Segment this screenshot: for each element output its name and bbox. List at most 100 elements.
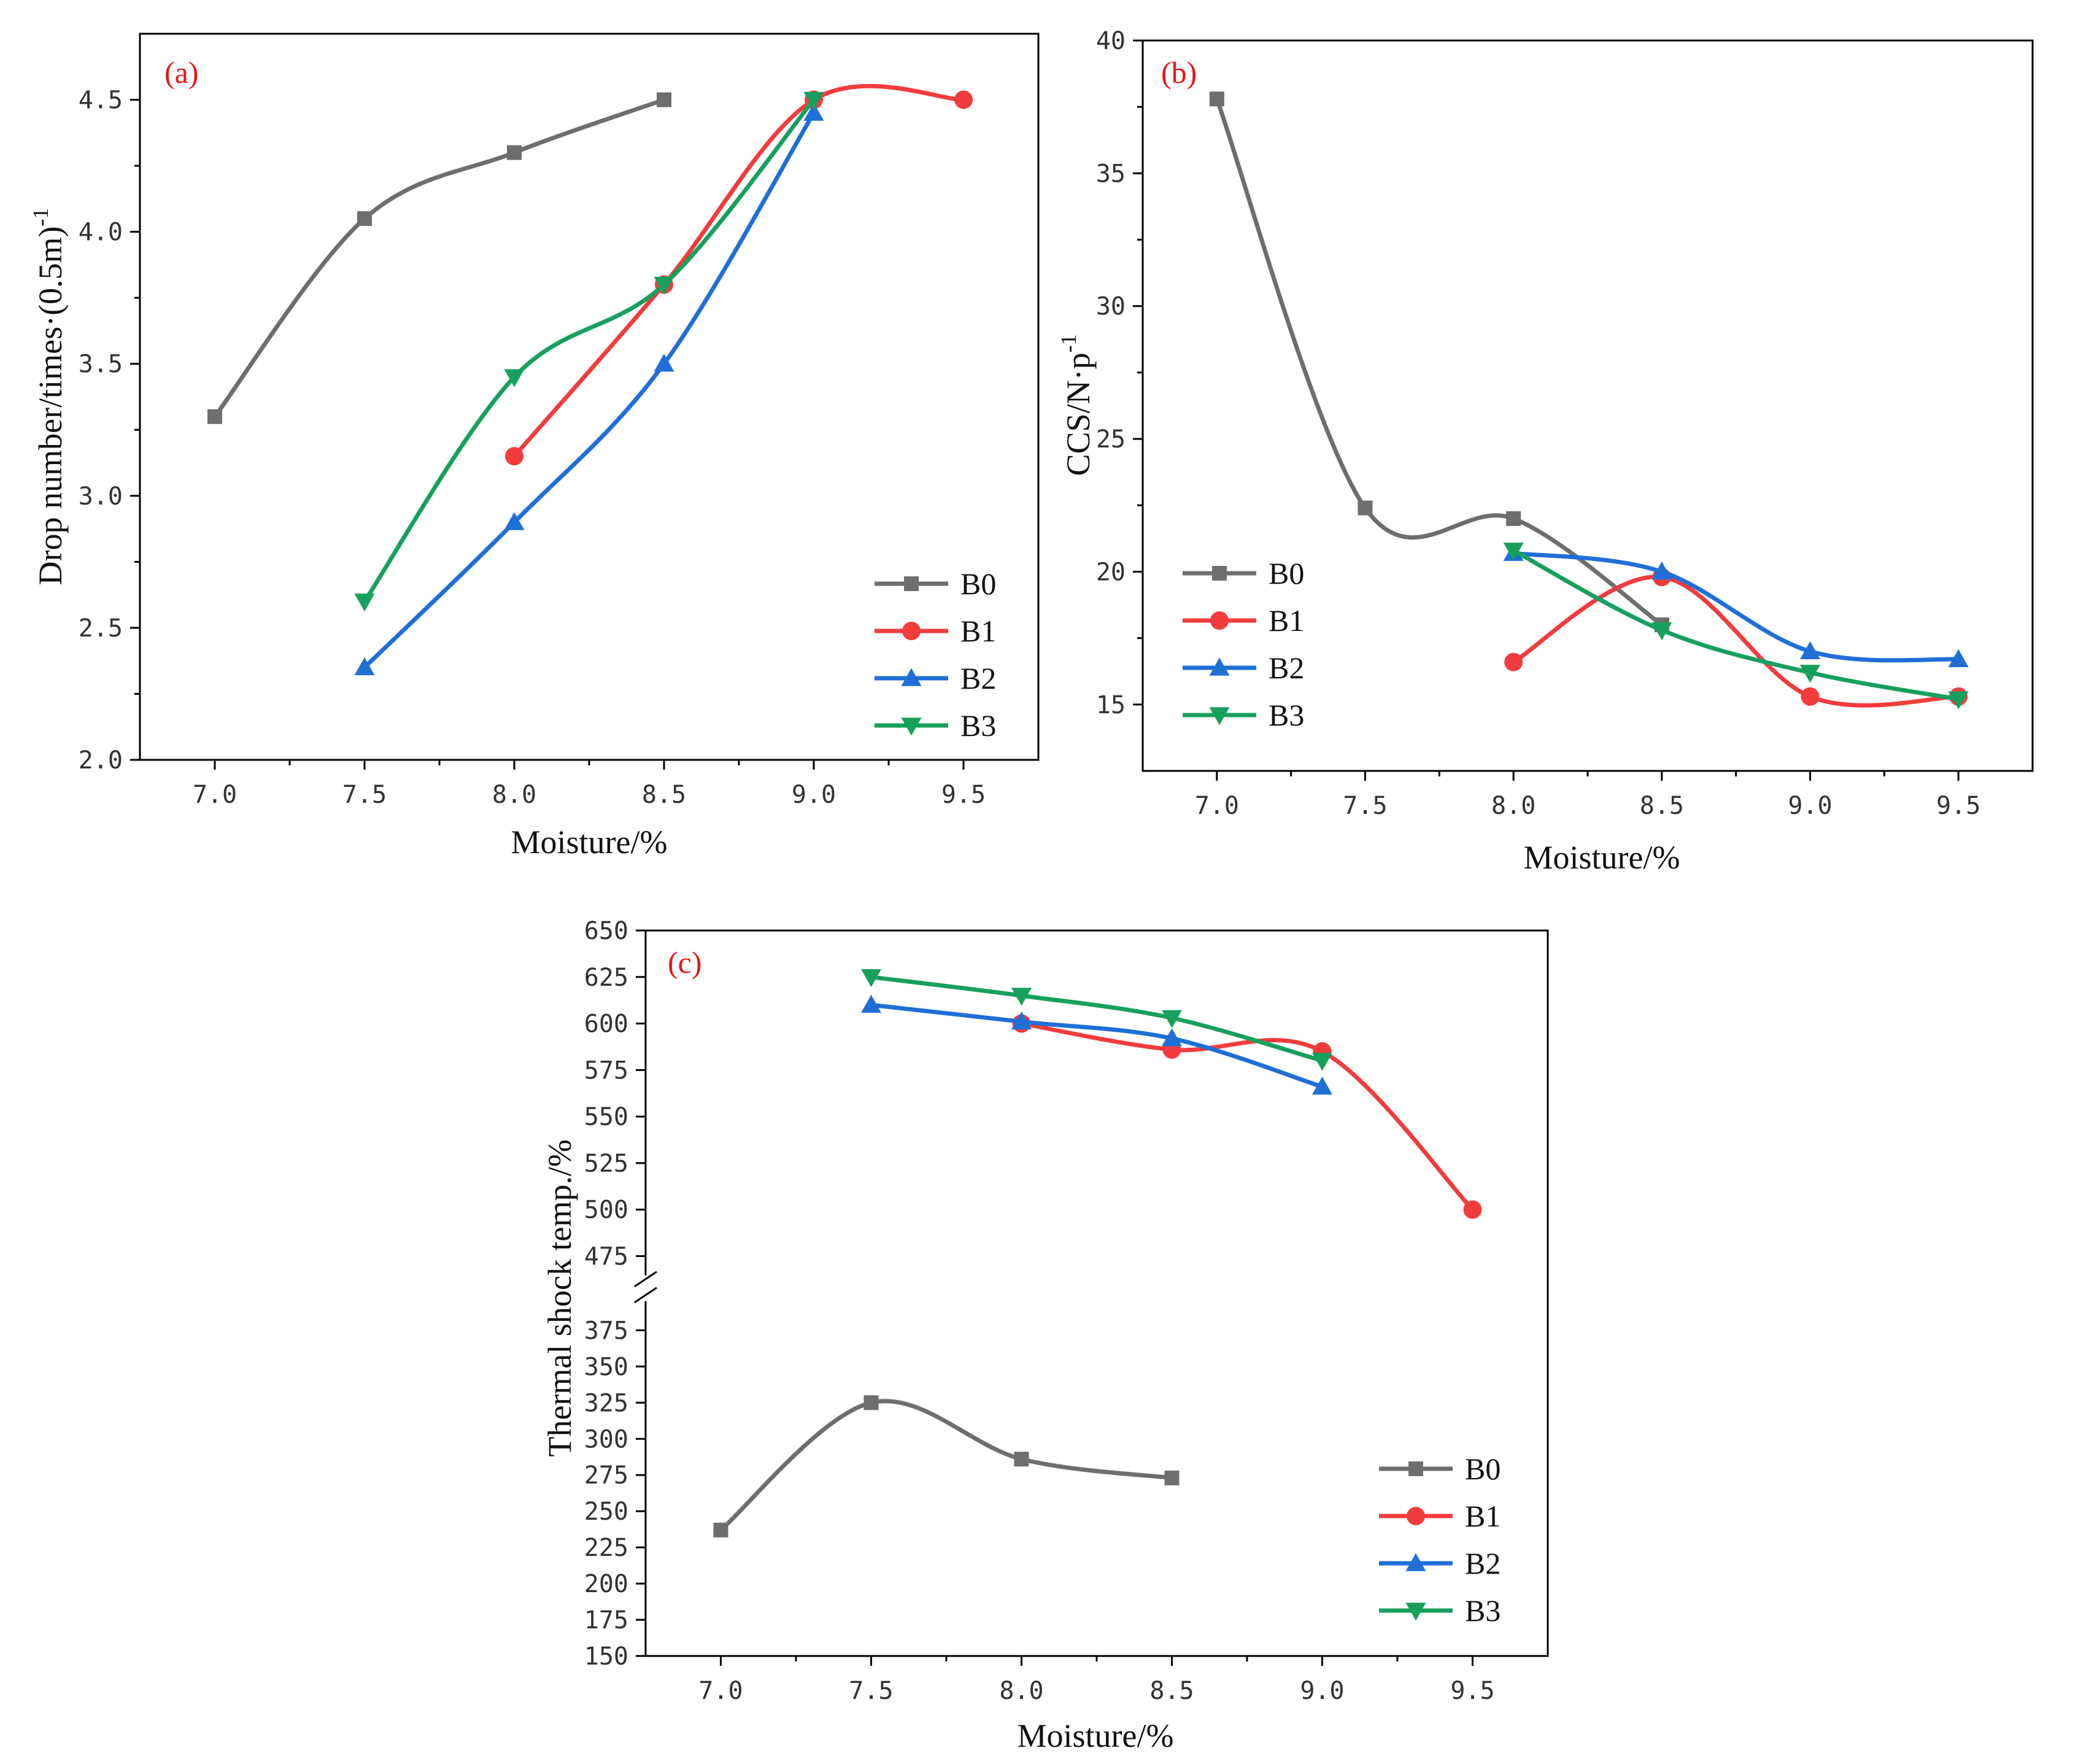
panel-c-ylabel: Thermal shock temp./% [541,1139,578,1456]
panel-a-xlabel: Moisture/% [511,824,668,861]
panel-b-point-b3-0 [1503,543,1524,561]
panel-c-legend-label-b0: B0 [1465,1452,1501,1486]
panel-c-series-b2 [871,1002,1323,1089]
y-tick-label: 475 [584,1243,628,1271]
x-tick-label: 8.0 [492,781,536,809]
panel-c-series [713,969,1482,1538]
panel-b-legend-marker-b1 [1210,611,1229,630]
y-tick-label: 200 [584,1570,628,1598]
panel-a-ylabel: Drop number/times·(0.5m)-1 [28,208,69,586]
x-tick-label: 7.0 [698,1677,743,1705]
axis-break-slash-bottom [634,1286,657,1304]
y-tick-label: 15 [1096,691,1126,719]
panel-a-legend-marker-b1 [902,622,921,640]
panel-c-point-b0-2 [1014,1452,1029,1467]
panel-b-ylabel-main: CCS/N·p [1060,352,1097,476]
panel-b-legend-label-b1: B1 [1269,603,1304,638]
panel-c-point-b0-1 [863,1395,879,1410]
x-tick-label: 7.5 [1343,792,1387,820]
x-tick-label: 8.0 [1491,792,1535,820]
panel-b-point-b0-1 [1358,500,1373,516]
panel-a-legend-marker-b0 [904,576,919,591]
x-tick-label: 9.5 [1450,1677,1494,1705]
panel-c-point-b3-1 [1011,988,1032,1006]
x-tick-label: 9.0 [1300,1677,1344,1705]
panel-b-series-b0 [1215,98,1663,627]
panel-c-point-b3-3 [1312,1053,1332,1071]
panel-a-ylabel-sup: -1 [28,208,53,226]
panel-c-point-b3-0 [861,969,881,988]
y-tick-label: 250 [584,1498,628,1526]
panel-a-legend-label-b1: B1 [960,614,996,648]
panel-c-point-b2-3 [1312,1077,1332,1095]
panel-a-legend-label-b3: B3 [960,708,996,743]
panel-a-point-b1-3 [954,90,973,109]
y-tick-label: 175 [584,1606,628,1634]
panel-b: 7.0 7.5 8.0 8.5 9.0 9.5 15 20 25 30 35 40 (b) Moist… [1056,27,2034,876]
panel-c-legend-label-b3: B3 [1465,1593,1501,1628]
y-tick-label: 30 [1096,293,1126,321]
panel-a-label: (a) [164,55,199,90]
y-tick-label: 2.5 [79,614,123,643]
panel-c-point-b2-0 [861,994,881,1013]
panel-b-legend-marker-b2 [1209,657,1230,676]
panel-b-xlabel: Moisture/% [1524,839,1680,876]
panel-b-point-b3-2 [1800,665,1820,683]
panel-c-xlabel: Moisture/% [1018,1717,1174,1754]
panel-a-point-b1-0 [505,447,523,466]
panel-b-series-b1 [1512,574,1959,708]
panel-a-legend-marker-b2 [901,668,922,686]
panel-b-point-b1-0 [1504,652,1523,671]
panel-c-series-b1 [1021,1021,1475,1212]
panel-b-series-b2 [1513,551,1959,663]
panel-a-series-b0 [213,98,665,418]
panel-b-legend-marker-b0 [1212,566,1227,581]
panel-b-point-b0-2 [1506,511,1521,526]
y-tick-label: 3.5 [79,350,123,379]
y-tick-label: 550 [584,1103,628,1131]
panel-a-series-b3 [363,98,816,603]
panel-a-point-b3-2 [654,276,674,295]
y-tick-label: 20 [1096,558,1126,586]
y-tick-label: 25 [1096,425,1126,454]
y-tick-label: 3.0 [79,482,123,511]
y-tick-label: 150 [584,1642,628,1671]
panel-b-point-b2-1 [1651,561,1672,580]
panel-b-point-b2-3 [1948,649,1969,668]
y-tick-label: 275 [584,1461,628,1490]
panel-a-legend-label-b2: B2 [960,661,996,695]
panel-c-legend-label-b2: B2 [1465,1546,1501,1580]
panel-a-legend-marker-b3 [901,718,922,736]
panel-b-series-b3 [1512,548,1959,702]
panel-c: 7.0 7.5 8.0 8.5 9.0 9.5 475 500 525 550 575 600 625 6… [541,917,1549,1754]
panel-b-ticks: 7.0 7.5 8.0 8.5 9.0 9.5 15 20 25 30 35 40 [1096,27,1980,820]
y-tick-label: 500 [584,1196,628,1224]
panel-c-legend-marker-b1 [1407,1507,1425,1525]
panel-a: 7.0 7.5 8.0 8.5 9.0 9.5 2.0 2.5 3.0 3.5 4.0 4.5 (a)… [28,33,1040,861]
y-tick-label: 4.5 [79,87,123,115]
panel-a-ticks: 7.0 7.5 8.0 8.5 9.0 9.5 2.0 2.5 3.0 3.5 4.0 4.5 [79,87,986,809]
panel-b-label: (b) [1161,55,1197,90]
panel-a-point-b2-2 [654,354,674,372]
panel-c-legend-marker-b3 [1405,1603,1426,1621]
panel-b-point-b2-2 [1800,641,1820,660]
panel-a-ylabel-main: Drop number/times·(0.5m) [32,226,69,586]
axis-break-icon [634,1271,657,1304]
panel-a-point-b2-1 [504,512,525,530]
y-tick-label: 35 [1096,160,1126,188]
y-tick-label: 600 [584,1010,628,1039]
panel-c-point-b1-3 [1463,1200,1482,1219]
panel-b-series [1209,91,1969,710]
x-tick-label: 9.0 [792,781,836,809]
panel-a-legend-label-b0: B0 [960,567,996,601]
x-tick-label: 9.5 [941,781,986,809]
y-tick-label: 625 [584,964,628,992]
panel-c-point-b2-1 [1011,1012,1032,1030]
panel-a-point-b0-0 [207,409,222,424]
y-tick-label: 525 [584,1150,628,1178]
panel-c-point-b0-3 [1164,1470,1180,1485]
y-tick-label: 300 [584,1425,628,1453]
panel-a-point-b3-1 [504,369,525,387]
panel-c-legend-marker-b2 [1405,1553,1426,1571]
